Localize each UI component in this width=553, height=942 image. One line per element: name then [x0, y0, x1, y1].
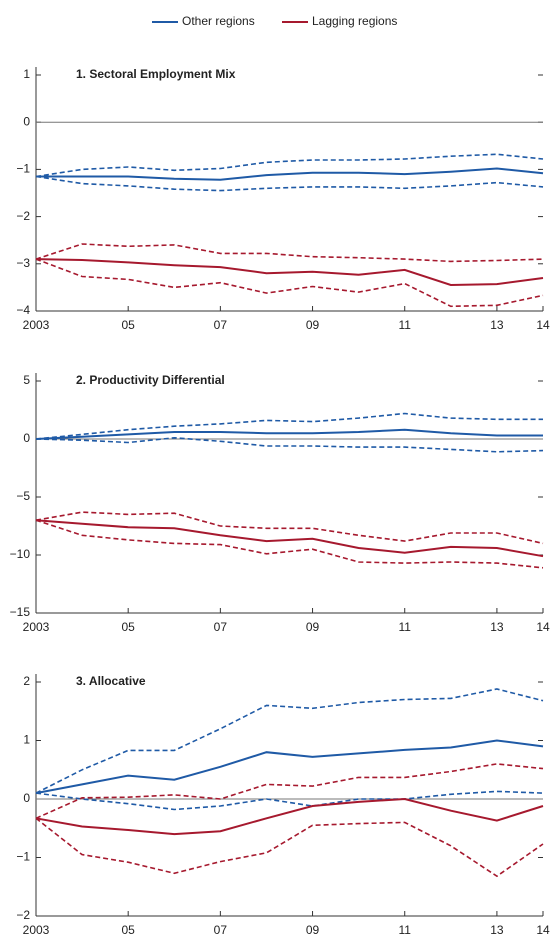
- chart-title: 1. Sectoral Employment Mix: [76, 67, 236, 81]
- series-line: [36, 167, 544, 181]
- y-tick-label: 0: [23, 431, 30, 445]
- band-line: [35, 763, 544, 820]
- x-tick-label: 2003: [23, 620, 50, 634]
- x-tick-label: 09: [306, 620, 320, 634]
- band-line: [35, 817, 544, 878]
- x-tick-label: 09: [306, 923, 320, 937]
- x-tick-label: 14: [536, 620, 550, 634]
- band-line: [35, 258, 544, 308]
- x-tick-label: 14: [536, 318, 550, 332]
- y-tick-label: −1: [16, 850, 30, 864]
- series-line: [35, 258, 544, 287]
- x-tick-label: 2003: [23, 923, 50, 937]
- y-tick-label: −5: [16, 489, 30, 503]
- y-tick-label: 5: [23, 373, 30, 387]
- band-line: [35, 175, 544, 192]
- x-tick-label: 14: [536, 923, 550, 937]
- series-line: [35, 739, 544, 795]
- x-tick-label: 09: [306, 318, 320, 332]
- band-line: [35, 519, 544, 569]
- x-tick-label: 05: [122, 318, 136, 332]
- y-tick-label: 1: [23, 67, 30, 81]
- legend-label: Lagging regions: [312, 14, 397, 28]
- y-tick-label: −1: [16, 162, 30, 176]
- band-line: [35, 436, 544, 453]
- x-tick-label: 05: [122, 923, 136, 937]
- x-tick-label: 13: [490, 923, 504, 937]
- series-line: [35, 519, 544, 558]
- series-line: [35, 797, 544, 836]
- band-line: [35, 688, 544, 794]
- x-tick-label: 11: [398, 318, 411, 332]
- y-tick-label: −3: [16, 256, 30, 270]
- y-tick-label: 0: [23, 791, 30, 805]
- y-tick-label: −4: [16, 303, 30, 317]
- x-tick-label: 07: [214, 318, 228, 332]
- band-line: [35, 511, 544, 545]
- y-tick-label: 0: [23, 114, 30, 128]
- chart-title: 2. Productivity Differential: [76, 373, 225, 387]
- series-line: [35, 428, 543, 440]
- y-tick-label: −2: [16, 908, 30, 922]
- x-tick-label: 07: [214, 620, 228, 634]
- x-tick-label: 07: [214, 923, 228, 937]
- x-tick-label: 13: [490, 620, 504, 634]
- chart-title: 3. Allocative: [76, 674, 146, 688]
- y-tick-label: 2: [23, 674, 30, 688]
- x-tick-label: 05: [122, 620, 136, 634]
- y-tick-label: −15: [10, 605, 31, 619]
- x-tick-label: 11: [398, 923, 411, 937]
- x-tick-label: 2003: [23, 318, 50, 332]
- x-tick-label: 11: [398, 620, 411, 634]
- band-line: [35, 790, 544, 811]
- y-tick-label: 1: [23, 733, 30, 747]
- x-tick-label: 13: [490, 318, 504, 332]
- y-tick-label: −10: [10, 547, 31, 561]
- band-line: [35, 412, 543, 440]
- band-line: [35, 243, 544, 263]
- y-tick-label: −2: [16, 209, 30, 223]
- legend-label: Other regions: [182, 14, 255, 28]
